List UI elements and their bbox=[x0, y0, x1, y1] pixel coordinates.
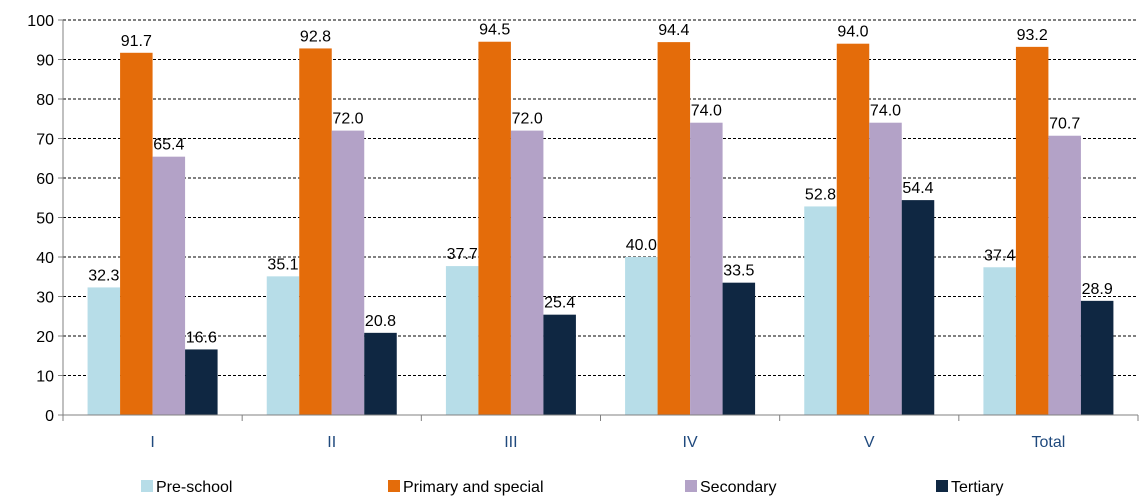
legend-swatch bbox=[936, 480, 948, 492]
x-category-label: Total bbox=[1032, 434, 1066, 451]
y-tick-label: 60 bbox=[36, 171, 54, 188]
bar-data-label: 37.4 bbox=[984, 247, 1015, 264]
legend-label: Primary and special bbox=[403, 479, 544, 496]
bars bbox=[87, 41, 1114, 416]
bar-data-label: 25.4 bbox=[544, 295, 575, 312]
bar-data-label: 40.0 bbox=[626, 237, 657, 254]
x-axis-category-labels: I II III IV V Total bbox=[150, 434, 1065, 451]
bar-data-label: 35.1 bbox=[267, 256, 298, 273]
y-tick-label: 30 bbox=[36, 290, 54, 307]
bar bbox=[266, 276, 300, 415]
bar-data-label: 20.8 bbox=[365, 313, 396, 330]
bar bbox=[152, 156, 186, 416]
bar-data-label: 33.5 bbox=[723, 263, 754, 280]
x-category-label: I bbox=[150, 434, 154, 451]
x-category-label: II bbox=[327, 434, 336, 451]
bar-data-label: 72.0 bbox=[512, 111, 543, 128]
bar bbox=[185, 349, 218, 415]
bar bbox=[543, 314, 576, 415]
bar-data-label: 52.8 bbox=[805, 186, 836, 203]
y-tick-label: 70 bbox=[36, 132, 54, 149]
bar-data-label: 65.4 bbox=[153, 137, 184, 154]
legend-swatch bbox=[685, 480, 697, 492]
bar-data-label: 94.4 bbox=[658, 22, 689, 39]
bar-data-label: 16.6 bbox=[186, 329, 217, 346]
gridlines bbox=[63, 19, 1138, 376]
bar-data-label: 94.0 bbox=[837, 24, 868, 41]
bar bbox=[445, 266, 479, 415]
bar bbox=[510, 130, 544, 415]
bar bbox=[120, 52, 153, 415]
y-axis-tick-labels: 0 10 20 30 40 50 60 70 80 90 100 bbox=[27, 13, 54, 425]
y-tick-label: 40 bbox=[36, 250, 54, 267]
bar bbox=[869, 122, 902, 415]
bar bbox=[836, 43, 870, 415]
data-labels: 32.3 91.7 65.4 16.6 35.1 92.8 72.0 20.8 37.7 94.5… bbox=[88, 22, 1113, 347]
legend: Pre-school Primary and special Secondary Te… bbox=[141, 479, 1003, 496]
x-category-label: III bbox=[504, 434, 517, 451]
bar bbox=[657, 42, 691, 416]
y-tick-label: 100 bbox=[27, 13, 54, 30]
bar-data-label: 70.7 bbox=[1049, 116, 1080, 133]
legend-swatch bbox=[141, 480, 153, 492]
bar-data-label: 72.0 bbox=[332, 111, 363, 128]
legend-label: Pre-school bbox=[156, 479, 232, 496]
bar bbox=[364, 332, 397, 415]
bar-data-label: 37.7 bbox=[447, 246, 478, 263]
legend-label: Secondary bbox=[700, 479, 777, 496]
legend-label: Tertiary bbox=[951, 479, 1003, 496]
bar bbox=[299, 48, 332, 415]
bar-data-label: 54.4 bbox=[902, 180, 933, 197]
y-tick-label: 90 bbox=[36, 53, 54, 70]
bar-data-label: 92.8 bbox=[300, 28, 331, 45]
bar bbox=[722, 282, 756, 415]
bar bbox=[1048, 135, 1081, 416]
bar bbox=[690, 122, 723, 415]
bar-data-label: 93.2 bbox=[1017, 27, 1048, 44]
legend-swatch bbox=[388, 480, 400, 492]
bar bbox=[983, 267, 1016, 415]
bar bbox=[331, 130, 365, 415]
bar bbox=[804, 206, 837, 415]
bar bbox=[901, 200, 935, 415]
bar-data-label: 74.0 bbox=[870, 103, 901, 120]
bar bbox=[1080, 300, 1114, 415]
bar-data-label: 91.7 bbox=[121, 33, 152, 50]
bar bbox=[1015, 46, 1049, 416]
bar bbox=[87, 287, 121, 415]
bar bbox=[478, 41, 511, 415]
y-tick-label: 0 bbox=[45, 408, 54, 425]
y-tick-label: 10 bbox=[36, 369, 54, 386]
y-tick-label: 20 bbox=[36, 329, 54, 346]
bar-data-label: 94.5 bbox=[479, 22, 510, 39]
axes bbox=[58, 19, 1139, 421]
y-tick-label: 80 bbox=[36, 92, 54, 109]
x-category-label: V bbox=[864, 434, 875, 451]
x-category-label: IV bbox=[683, 434, 698, 451]
bar bbox=[625, 257, 658, 415]
bar-data-label: 28.9 bbox=[1082, 281, 1113, 298]
bar-data-label: 74.0 bbox=[691, 103, 722, 120]
y-tick-label: 50 bbox=[36, 211, 54, 228]
bar-data-label: 32.3 bbox=[88, 267, 119, 284]
